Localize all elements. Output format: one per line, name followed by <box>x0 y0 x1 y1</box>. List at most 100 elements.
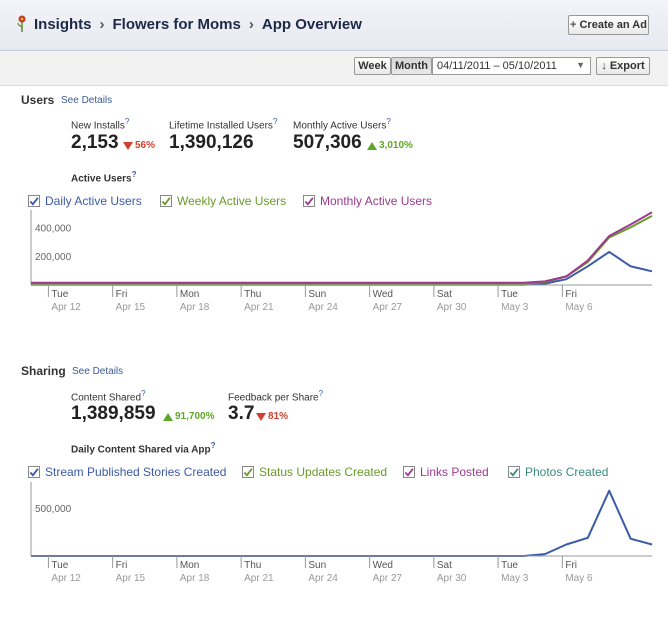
change-badge-feedback-per-share: 81% <box>256 411 288 422</box>
up-arrow-icon <box>367 141 377 150</box>
users-series-line-0 <box>31 250 653 286</box>
help-icon[interactable]: ? <box>141 389 146 398</box>
help-icon[interactable]: ? <box>131 170 137 179</box>
checkbox-icon[interactable] <box>403 466 415 478</box>
export-button[interactable]: ↓ Export <box>596 57 650 75</box>
users-legend-item-0[interactable]: Daily Active Users <box>28 194 142 208</box>
metric-label: Feedback per Share? <box>228 389 324 404</box>
metric-value-feedback-per-share: 3.7 <box>228 403 255 424</box>
legend-label: Stream Published Stories Created <box>45 465 227 479</box>
legend-label: Weekly Active Users <box>177 194 287 208</box>
sharing-legend-item-3[interactable]: Photos Created <box>508 465 608 479</box>
date-range-select[interactable]: 04/11/2011 – 05/10/2011 ▼ <box>432 57 591 75</box>
users-x-tick-date-8: May 6 <box>565 302 593 313</box>
users-x-tick-day-1: Fri <box>116 289 128 300</box>
users-series-line-2 <box>31 211 653 284</box>
users-x-tick-day-0: Tue <box>51 289 68 300</box>
sharing-x-tick-day-1: Fri <box>116 560 128 571</box>
chevron-down-icon: ▼ <box>576 60 585 70</box>
date-toolbar: Week Month 04/11/2011 – 05/10/2011 ▼ ↓ E… <box>0 51 668 86</box>
download-arrow-icon: ↓ <box>601 60 607 72</box>
sharing-x-tick-date-2: Apr 18 <box>180 573 210 584</box>
sharing-x-tick-day-0: Tue <box>51 560 68 571</box>
users-x-tick-date-5: Apr 27 <box>373 302 403 313</box>
create-ad-label: Create an Ad <box>579 19 647 31</box>
users-x-tick-date-2: Apr 18 <box>180 302 210 313</box>
sharing-x-tick-day-4: Sun <box>308 560 326 571</box>
users-x-tick-day-3: Thu <box>244 289 261 300</box>
help-icon[interactable]: ? <box>210 441 216 450</box>
change-badge-content-shared: 91,700% <box>163 411 214 422</box>
users-x-tick-date-4: Apr 24 <box>308 302 338 313</box>
checkbox-icon[interactable] <box>303 195 315 207</box>
sharing-legend-item-0[interactable]: Stream Published Stories Created <box>28 465 226 479</box>
users-x-tick-date-3: Apr 21 <box>244 302 274 313</box>
sharing-x-tick-date-3: Apr 21 <box>244 573 274 584</box>
sharing-see-details-link[interactable]: See Details <box>72 366 124 377</box>
metric-value-monthly-active: 507,306 <box>293 132 362 153</box>
users-x-tick-day-6: Sat <box>437 289 452 300</box>
users-legend-item-2[interactable]: Monthly Active Users <box>303 194 432 208</box>
users-x-tick-day-7: Tue <box>501 289 518 300</box>
sharing-legend-item-2[interactable]: Links Posted <box>403 465 489 479</box>
users-x-tick-day-2: Mon <box>180 289 199 300</box>
down-arrow-icon <box>256 412 266 421</box>
sharing-x-tick-date-7: May 3 <box>501 573 529 584</box>
metric-label: New Installs? <box>71 117 130 132</box>
help-icon[interactable]: ? <box>124 117 130 126</box>
sharing-legend-item-1[interactable]: Status Updates Created <box>242 465 387 479</box>
sharing-series-line-0 <box>31 489 653 557</box>
users-section-title: Users <box>21 93 55 107</box>
metric-value-lifetime-installed: 1,390,126 <box>169 132 254 153</box>
plus-icon: + <box>570 19 577 31</box>
flower-icon <box>16 15 28 33</box>
users-x-tick-day-8: Fri <box>565 289 577 300</box>
create-ad-button[interactable]: + Create an Ad <box>568 15 649 35</box>
checkbox-icon[interactable] <box>28 195 40 207</box>
week-button[interactable]: Week <box>354 57 391 75</box>
users-x-tick-date-7: May 3 <box>501 302 529 313</box>
sharing-y-tick-label-0: 500,000 <box>35 504 72 515</box>
users-x-tick-date-1: Apr 15 <box>116 302 146 313</box>
sharing-x-tick-day-2: Mon <box>180 560 199 571</box>
help-icon[interactable]: ? <box>386 117 391 126</box>
sharing-x-tick-day-5: Wed <box>373 560 393 571</box>
legend-label: Links Posted <box>420 465 489 479</box>
checkbox-icon[interactable] <box>508 466 520 478</box>
checkbox-icon[interactable] <box>242 466 254 478</box>
active-users-chart: 200,000 400,000 Tue Apr 12 Fri Apr 15 Mon Apr 1… <box>30 210 653 313</box>
daily-content-shared-chart-title: Daily Content Shared via App? <box>71 441 216 456</box>
sharing-x-tick-date-6: Apr 30 <box>437 573 467 584</box>
sharing-x-tick-day-8: Fri <box>565 560 577 571</box>
users-series-line-1 <box>31 215 653 285</box>
breadcrumb-separator: › <box>99 15 105 33</box>
help-icon[interactable]: ? <box>272 117 278 126</box>
users-legend-item-1[interactable]: Weekly Active Users <box>160 194 286 208</box>
breadcrumb-insights[interactable]: Insights <box>34 15 92 33</box>
metric-value-content-shared: 1,389,859 <box>71 403 156 424</box>
users-x-tick-day-5: Wed <box>373 289 393 300</box>
help-icon[interactable]: ? <box>318 389 324 398</box>
sharing-x-tick-day-3: Thu <box>244 560 261 571</box>
breadcrumb-current: App Overview <box>261 15 362 33</box>
date-range-value: 04/11/2011 – 05/10/2011 <box>437 60 557 72</box>
users-x-tick-date-0: Apr 12 <box>51 302 81 313</box>
breadcrumb-separator: › <box>248 15 254 33</box>
month-button[interactable]: Month <box>391 57 432 75</box>
sharing-x-tick-date-5: Apr 27 <box>373 573 403 584</box>
metric-label: Content Shared? <box>71 389 146 404</box>
metric-label: Lifetime Installed Users? <box>169 117 278 132</box>
users-see-details-link[interactable]: See Details <box>61 95 113 106</box>
metric-label: Monthly Active Users? <box>293 117 391 132</box>
breadcrumb-app[interactable]: Flowers for Moms <box>112 15 241 33</box>
change-badge-monthly-active: 3,010% <box>367 140 413 151</box>
sharing-x-tick-date-4: Apr 24 <box>308 573 338 584</box>
sharing-x-tick-date-0: Apr 12 <box>51 573 81 584</box>
users-x-tick-day-4: Sun <box>308 289 326 300</box>
checkbox-icon[interactable] <box>160 195 172 207</box>
sharing-x-tick-date-1: Apr 15 <box>116 573 146 584</box>
sharing-x-tick-day-6: Sat <box>437 560 452 571</box>
checkbox-icon[interactable] <box>28 466 40 478</box>
down-arrow-icon <box>123 141 133 150</box>
breadcrumb: Insights › Flowers for Moms › App Overvi… <box>16 15 362 33</box>
